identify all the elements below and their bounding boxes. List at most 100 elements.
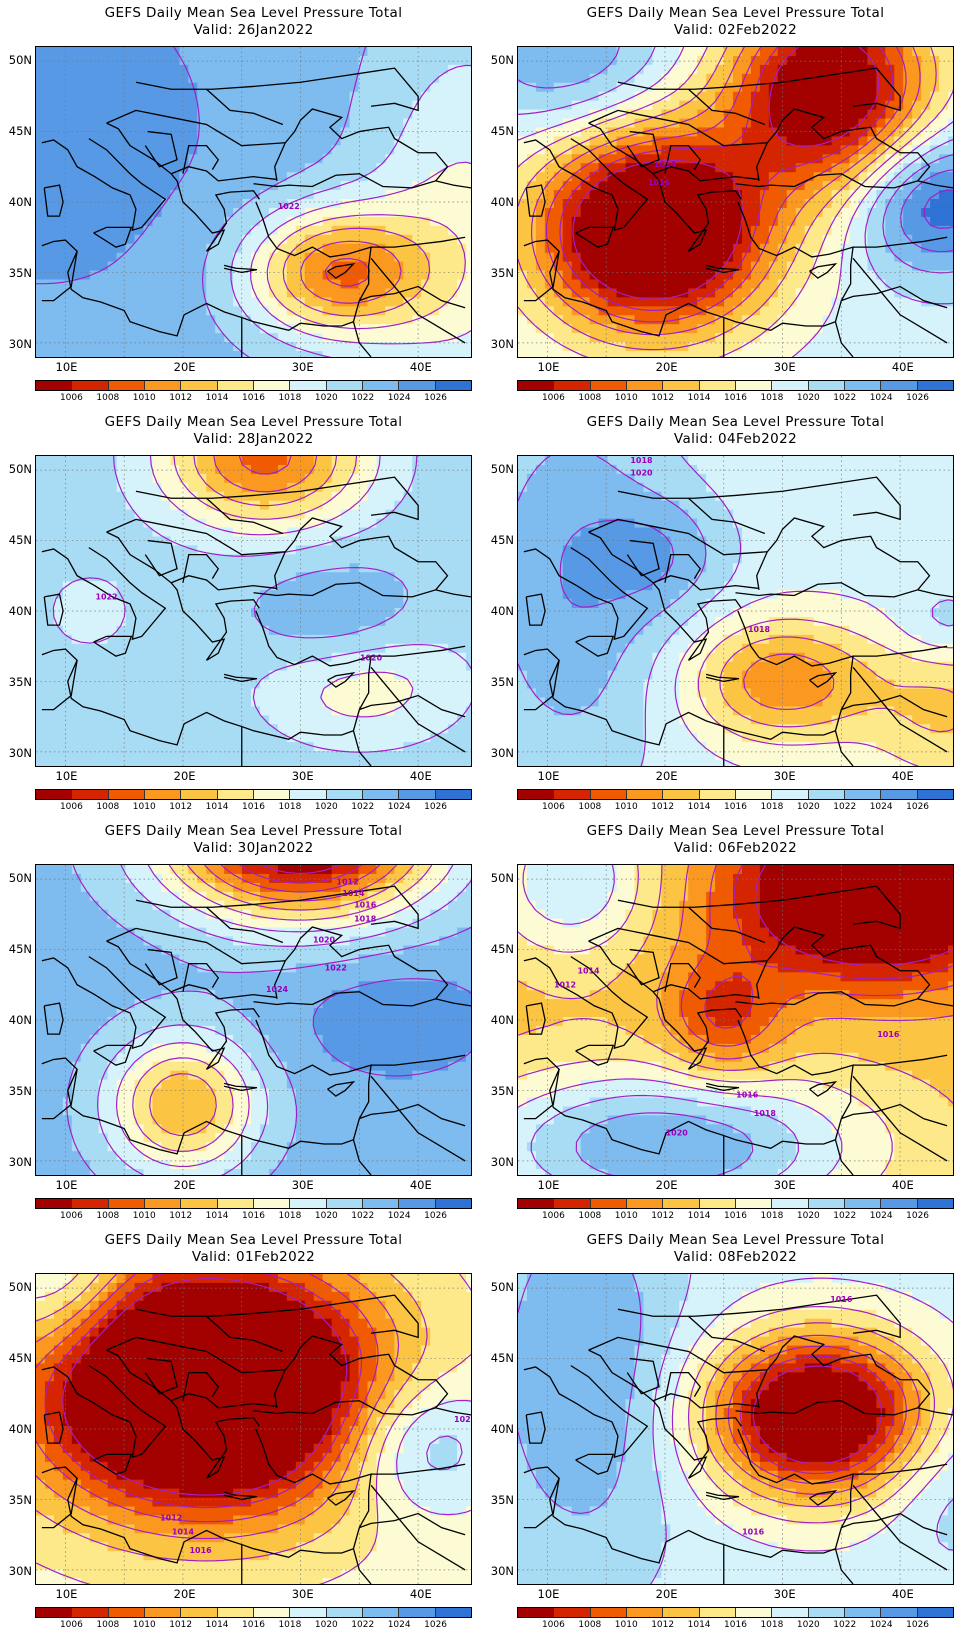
colorbar-swatch bbox=[72, 381, 109, 390]
latitude-label: 35N bbox=[8, 1492, 32, 1507]
colorbar-label: 1018 bbox=[760, 1620, 784, 1630]
latitude-label: 30N bbox=[8, 1563, 32, 1578]
colorbar-label: 1010 bbox=[132, 1211, 156, 1221]
pressure-map: 1014 1016 bbox=[517, 46, 954, 358]
longitude-label: 40E bbox=[891, 360, 914, 374]
colorbar-swatch bbox=[253, 1608, 291, 1617]
colorbar-label: 1010 bbox=[132, 393, 156, 403]
colorbar-swatch bbox=[36, 1199, 73, 1208]
colorbar-swatch bbox=[663, 381, 700, 390]
colorbar-label: 1018 bbox=[278, 393, 302, 403]
colorbar-swatch bbox=[36, 1608, 73, 1617]
colorbar-label: 1014 bbox=[205, 1620, 229, 1630]
colorbar-label: 1014 bbox=[687, 802, 711, 812]
isobar-label: 1022 bbox=[95, 593, 117, 602]
colorbar-label: 1012 bbox=[651, 802, 675, 812]
colorbar-swatch bbox=[881, 790, 918, 799]
colorbar-label: 1024 bbox=[869, 802, 893, 812]
panel-title: GEFS Daily Mean Sea Level Pressure Total bbox=[104, 5, 403, 21]
coastlines bbox=[523, 67, 953, 357]
latitude-label: 50N bbox=[490, 53, 514, 68]
isobar-label: 1014 bbox=[172, 1528, 195, 1537]
colorbar-label: 1026 bbox=[424, 802, 448, 812]
colorbar-swatch bbox=[518, 1199, 555, 1208]
latitude-label: 45N bbox=[490, 942, 514, 957]
colorbar-swatch bbox=[435, 1608, 471, 1617]
colorbar-label: 1020 bbox=[314, 393, 338, 403]
colorbar-swatch bbox=[808, 790, 845, 799]
latitude-label: 35N bbox=[490, 1492, 514, 1507]
latitude-label: 35N bbox=[8, 265, 32, 280]
colorbar-swatch bbox=[253, 790, 291, 799]
colorbar-label: 1010 bbox=[614, 1211, 638, 1221]
coastlines bbox=[41, 1294, 471, 1584]
graticule bbox=[36, 47, 471, 357]
colorbar-label: 1006 bbox=[59, 1620, 83, 1630]
colorbar-swatch bbox=[917, 1608, 953, 1617]
colorbar-label: 1024 bbox=[387, 1620, 411, 1630]
longitude-label: 10E bbox=[537, 1178, 560, 1192]
pressure-map: 1022 bbox=[35, 46, 472, 358]
latitude-label: 50N bbox=[490, 871, 514, 886]
panel-title: GEFS Daily Mean Sea Level Pressure Total bbox=[586, 5, 885, 21]
isobar-label: 1016 bbox=[736, 1091, 759, 1100]
panel-valid-date: Valid: 01Feb2022 bbox=[191, 1249, 316, 1265]
colorbar-swatch bbox=[590, 381, 627, 390]
colorbar-label: 1016 bbox=[724, 1620, 747, 1630]
colorbar-label: 1020 bbox=[314, 1620, 338, 1630]
colorbar-label: 1014 bbox=[687, 393, 711, 403]
colorbar-swatch bbox=[435, 790, 471, 799]
colorbar-swatch bbox=[735, 790, 773, 799]
isobar-label: 1016 bbox=[742, 1528, 765, 1537]
panel-valid-date: Valid: 28Jan2022 bbox=[193, 431, 314, 447]
colorbar-label: 1018 bbox=[278, 1211, 302, 1221]
latitude-label: 40N bbox=[490, 1013, 514, 1027]
panel-valid-date: Valid: 30Jan2022 bbox=[193, 840, 314, 856]
latitude-label: 40N bbox=[8, 604, 32, 618]
latitude-label: 40N bbox=[8, 195, 32, 209]
colorbar-swatch bbox=[808, 1199, 845, 1208]
latitude-label: 40N bbox=[8, 1013, 32, 1027]
isobar-label: 1022 bbox=[278, 202, 300, 211]
colorbar-swatch bbox=[772, 790, 809, 799]
map-panel: GEFS Daily Mean Sea Level Pressure Total… bbox=[0, 409, 482, 819]
latitude-label: 35N bbox=[8, 1083, 32, 1098]
colorbar-label: 1020 bbox=[796, 1211, 820, 1221]
colorbar-swatch bbox=[844, 381, 882, 390]
colorbar-label: 1022 bbox=[351, 1620, 375, 1630]
colorbar-label: 1010 bbox=[614, 802, 638, 812]
colorbar-label: 1008 bbox=[96, 393, 120, 403]
colorbar-label: 1016 bbox=[242, 1211, 265, 1221]
colorbar-swatch bbox=[326, 381, 363, 390]
colorbar-swatch bbox=[590, 790, 627, 799]
colorbar-label: 1026 bbox=[906, 802, 930, 812]
colorbar-label: 1020 bbox=[796, 802, 820, 812]
colorbar-swatch bbox=[253, 381, 291, 390]
latitude-label: 35N bbox=[8, 674, 32, 689]
colorbar-swatch bbox=[554, 381, 591, 390]
isobar-lines bbox=[36, 47, 471, 357]
latitude-label: 40N bbox=[490, 1422, 514, 1436]
latitude-label: 45N bbox=[490, 1351, 514, 1366]
pressure-fill bbox=[518, 456, 953, 766]
latitude-label: 50N bbox=[490, 462, 514, 477]
longitude-label: 20E bbox=[655, 769, 678, 783]
colorbar-label: 1024 bbox=[387, 1211, 411, 1221]
latitude-label: 30N bbox=[490, 1154, 514, 1169]
isobar-label: 1018 bbox=[748, 625, 771, 634]
longitude-label: 40E bbox=[891, 769, 914, 783]
colorbar-swatch bbox=[772, 1199, 809, 1208]
map-panel: GEFS Daily Mean Sea Level Pressure Total… bbox=[482, 1227, 964, 1637]
longitude-label: 40E bbox=[891, 1178, 914, 1192]
pressure-map: 1012 1014 1016 1016 1018 1020 bbox=[517, 864, 954, 1176]
colorbar-label: 1026 bbox=[424, 393, 448, 403]
map-panel: GEFS Daily Mean Sea Level Pressure Total… bbox=[482, 0, 964, 410]
graticule bbox=[518, 865, 953, 1175]
colorbar-swatch bbox=[699, 1608, 736, 1617]
colorbar-swatch bbox=[181, 790, 218, 799]
colorbar-swatch bbox=[590, 1199, 627, 1208]
longitude-label: 20E bbox=[655, 360, 678, 374]
longitude-label: 20E bbox=[173, 360, 196, 374]
colorbar-swatch bbox=[554, 1608, 591, 1617]
graticule bbox=[518, 47, 953, 357]
